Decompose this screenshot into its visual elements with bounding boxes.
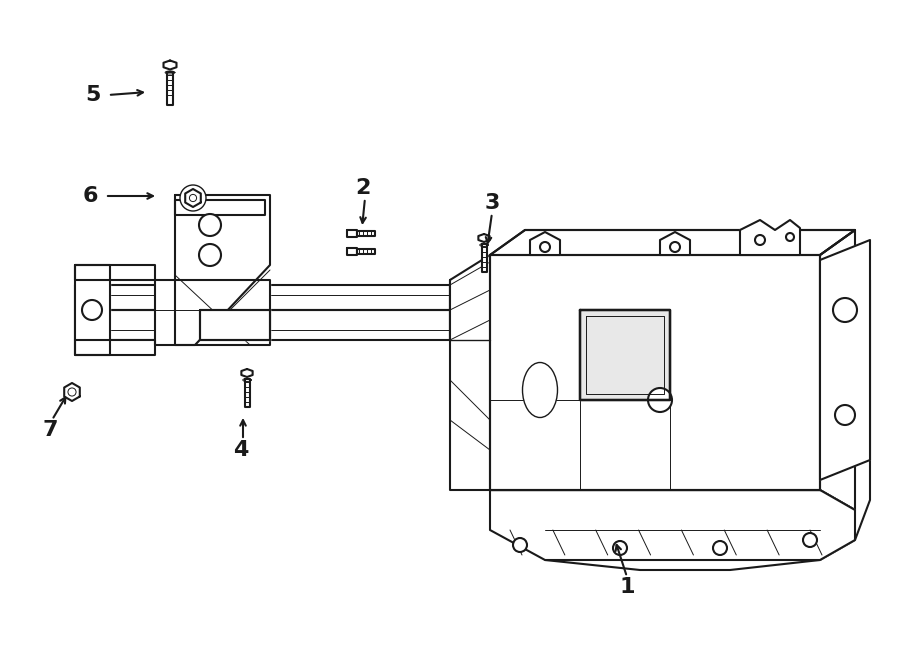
Polygon shape (482, 244, 487, 272)
Polygon shape (241, 369, 253, 377)
Polygon shape (175, 195, 270, 345)
Polygon shape (175, 200, 265, 215)
Circle shape (803, 533, 817, 547)
Polygon shape (200, 310, 270, 340)
Circle shape (199, 244, 221, 266)
Polygon shape (490, 230, 855, 255)
Text: 6: 6 (83, 186, 98, 206)
Polygon shape (820, 230, 855, 510)
Polygon shape (155, 280, 270, 345)
Circle shape (786, 233, 794, 241)
Polygon shape (479, 234, 490, 242)
Polygon shape (530, 232, 560, 255)
Circle shape (180, 185, 206, 211)
Circle shape (755, 235, 765, 245)
Circle shape (670, 242, 680, 252)
Polygon shape (245, 379, 249, 407)
Polygon shape (75, 340, 155, 355)
Circle shape (613, 541, 627, 555)
Polygon shape (450, 255, 490, 490)
Circle shape (713, 541, 727, 555)
Text: 2: 2 (356, 178, 371, 198)
Polygon shape (740, 220, 800, 255)
Circle shape (199, 214, 221, 236)
Polygon shape (450, 260, 570, 310)
Ellipse shape (523, 362, 557, 418)
Circle shape (82, 300, 102, 320)
Polygon shape (75, 310, 450, 340)
Circle shape (189, 194, 196, 202)
Polygon shape (490, 490, 855, 560)
Polygon shape (820, 240, 870, 480)
Polygon shape (185, 189, 201, 207)
Polygon shape (490, 255, 820, 490)
Polygon shape (580, 310, 670, 400)
Polygon shape (450, 290, 570, 340)
Polygon shape (64, 383, 80, 401)
Text: 3: 3 (484, 193, 500, 213)
Polygon shape (490, 255, 870, 570)
Text: 1: 1 (619, 577, 634, 597)
Polygon shape (167, 71, 173, 104)
Circle shape (835, 405, 855, 425)
Circle shape (68, 388, 76, 396)
Text: 5: 5 (86, 85, 101, 105)
Polygon shape (347, 230, 357, 237)
Polygon shape (75, 265, 155, 280)
Polygon shape (357, 249, 375, 254)
Circle shape (648, 388, 672, 412)
Polygon shape (75, 265, 110, 355)
Text: 4: 4 (233, 440, 248, 460)
Circle shape (833, 298, 857, 322)
Circle shape (540, 242, 550, 252)
Polygon shape (75, 285, 450, 310)
Text: 7: 7 (42, 420, 58, 440)
Polygon shape (660, 232, 690, 255)
Polygon shape (347, 248, 357, 255)
Polygon shape (357, 231, 375, 236)
Polygon shape (164, 61, 176, 69)
Circle shape (513, 538, 527, 552)
